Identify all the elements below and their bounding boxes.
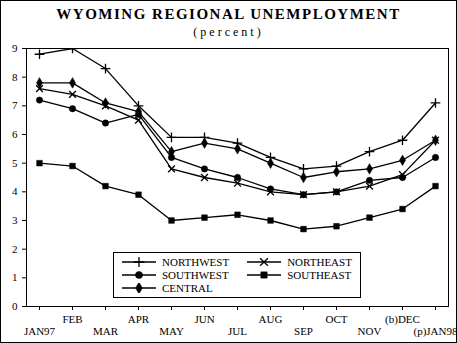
html-text:SOUTHEAST: SOUTHEAST bbox=[287, 269, 352, 281]
svg-text:9: 9 bbox=[12, 42, 18, 54]
svg-text:4: 4 bbox=[12, 185, 18, 197]
svg-text:5: 5 bbox=[12, 157, 18, 169]
svg-text:(b)DEC: (b)DEC bbox=[385, 313, 420, 326]
svg-text:6: 6 bbox=[12, 128, 18, 140]
html-text:WYOMING REGIONAL UNEMPLOYMENT: WYOMING REGIONAL UNEMPLOYMENT bbox=[56, 6, 401, 22]
html-text:(percent): (percent) bbox=[193, 25, 264, 39]
svg-text:FEB: FEB bbox=[62, 313, 82, 325]
html-text:SOUTHWEST: SOUTHWEST bbox=[162, 269, 229, 281]
svg-text:MAR: MAR bbox=[93, 325, 119, 337]
svg-text:MAY: MAY bbox=[159, 325, 184, 337]
svg-text:7: 7 bbox=[12, 99, 18, 111]
html-text:CENTRAL: CENTRAL bbox=[162, 282, 213, 294]
svg-text:AUG: AUG bbox=[259, 313, 283, 325]
svg-text:JUN: JUN bbox=[194, 313, 214, 325]
svg-text:(p)JAN98: (p)JAN98 bbox=[414, 325, 457, 338]
svg-text:NOV: NOV bbox=[358, 325, 382, 337]
html-text:NORTHWEST: NORTHWEST bbox=[162, 256, 230, 268]
svg-text:8: 8 bbox=[12, 71, 18, 83]
svg-text:JUL: JUL bbox=[228, 325, 247, 337]
svg-text:APR: APR bbox=[128, 313, 150, 325]
svg-text:3: 3 bbox=[12, 214, 18, 226]
svg-text:2: 2 bbox=[12, 243, 18, 255]
svg-text:0: 0 bbox=[12, 300, 18, 312]
svg-text:OCT: OCT bbox=[326, 313, 348, 325]
svg-text:1: 1 bbox=[12, 271, 18, 283]
svg-text:SEP: SEP bbox=[294, 325, 313, 337]
html-text:NORTHEAST: NORTHEAST bbox=[287, 256, 352, 268]
svg-text:JAN97: JAN97 bbox=[24, 325, 56, 337]
